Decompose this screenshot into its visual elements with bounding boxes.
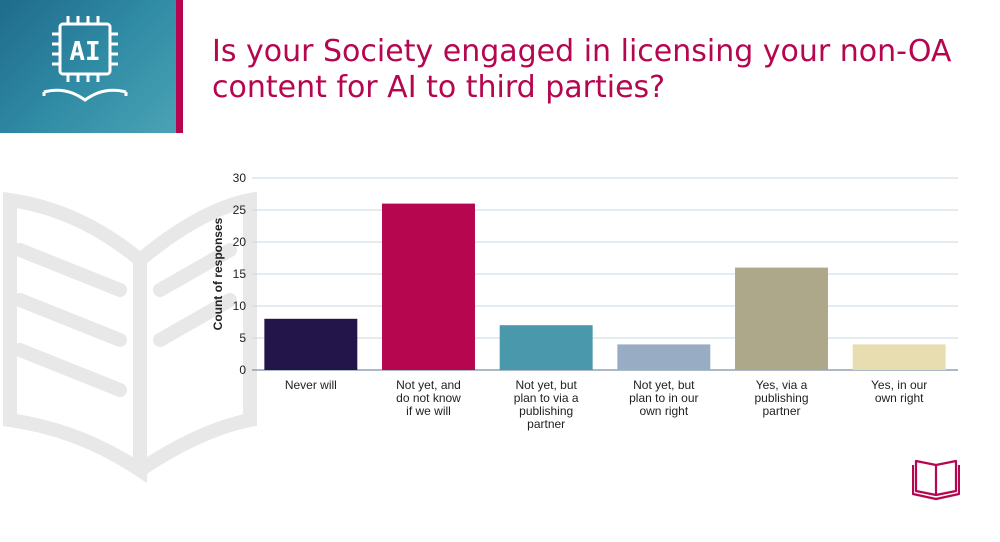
- slide-title: Is your Society engaged in licensing you…: [212, 34, 952, 105]
- x-tick-label: Yes, in our own right: [871, 378, 927, 405]
- x-tick-label: Not yet, and do not know if we will: [396, 378, 461, 418]
- ai-chip-book-icon: AI: [42, 16, 128, 102]
- x-tick-label: Never will: [285, 378, 337, 392]
- x-tick-label: Yes, via a publishing partner: [754, 378, 808, 418]
- bar: [735, 267, 828, 370]
- y-tick-label: 25: [233, 203, 247, 217]
- logo-accent-stripe: [176, 0, 183, 133]
- bar: [499, 325, 593, 370]
- y-tick-label: 20: [233, 235, 247, 249]
- bar: [382, 203, 475, 370]
- bar: [264, 318, 358, 370]
- bar: [617, 344, 711, 370]
- y-tick-label: 5: [239, 331, 246, 345]
- open-book-watermark: [3, 191, 257, 484]
- x-tick-label: Not yet, but plan to via a publishing partn…: [514, 378, 579, 431]
- open-book-icon: [912, 459, 960, 501]
- y-axis-label: Count of responses: [211, 217, 225, 330]
- y-tick-label: 0: [239, 363, 246, 377]
- logo-panel: AI: [0, 0, 176, 133]
- y-tick-label: 30: [233, 171, 247, 185]
- y-tick-label: 15: [233, 267, 247, 281]
- logo-text: AI: [69, 37, 100, 67]
- bar: [852, 344, 946, 370]
- y-tick-label: 10: [233, 299, 247, 313]
- x-tick-label: Not yet, but plan to in our own right: [629, 378, 698, 418]
